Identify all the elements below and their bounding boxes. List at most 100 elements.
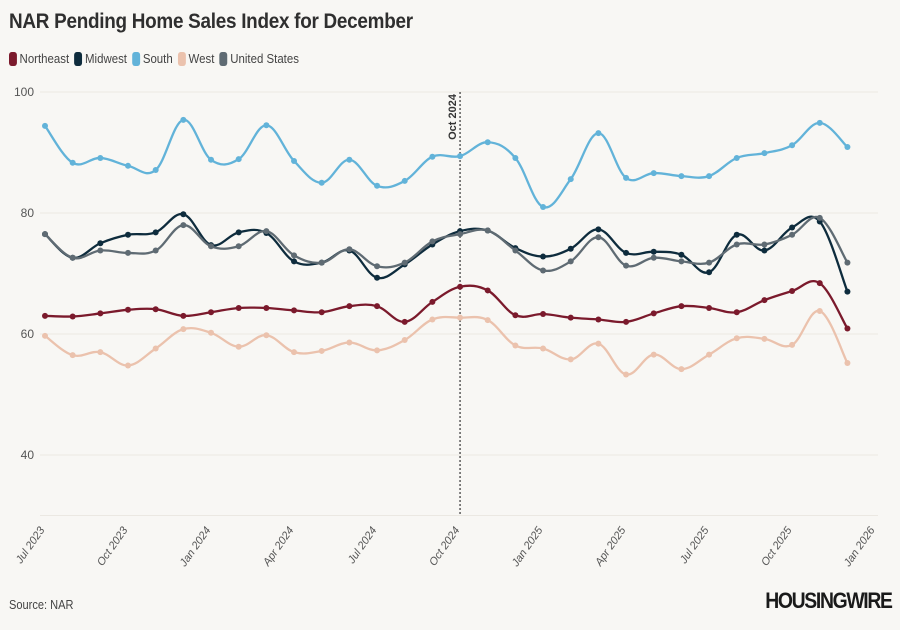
data-point: [816, 214, 823, 221]
legend-item-midwest[interactable]: Midwest: [74, 51, 127, 66]
legend-swatch: [9, 51, 17, 66]
data-point: [152, 306, 159, 313]
legend-item-west[interactable]: West: [178, 51, 214, 66]
data-point: [429, 316, 436, 323]
data-point: [678, 366, 685, 373]
data-point: [180, 116, 187, 123]
legend-swatch: [219, 51, 228, 66]
data-point: [457, 314, 464, 321]
data-point: [180, 222, 187, 229]
legend-item-northeast[interactable]: Northeast: [9, 51, 69, 66]
x-tick-label: Jul 2023: [13, 524, 48, 566]
data-point: [816, 280, 823, 287]
data-point: [208, 329, 215, 336]
data-point: [761, 150, 768, 157]
data-point: [567, 258, 574, 265]
data-point: [567, 176, 574, 183]
data-point: [761, 241, 768, 248]
x-tick-label: Jul 2024: [345, 525, 379, 567]
data-point: [512, 312, 519, 319]
data-point: [706, 351, 713, 358]
data-point: [180, 211, 187, 218]
data-point: [844, 259, 851, 266]
data-point: [401, 337, 408, 344]
data-point: [318, 309, 325, 316]
data-point: [374, 274, 381, 281]
y-tick-label: 80: [21, 206, 35, 220]
y-tick-label: 100: [14, 85, 34, 99]
data-point: [816, 119, 823, 126]
data-point: [678, 303, 685, 310]
data-point: [623, 318, 630, 325]
x-tick-label: Jul 2025: [677, 524, 712, 566]
data-point: [125, 306, 132, 313]
data-point: [512, 342, 519, 349]
data-point: [69, 159, 76, 166]
data-point: [706, 173, 713, 180]
legend-item-united-states[interactable]: United States: [219, 51, 299, 66]
data-point: [69, 313, 76, 320]
data-point: [650, 248, 657, 255]
data-point: [540, 345, 547, 352]
legend-swatch: [74, 51, 83, 66]
data-point: [208, 309, 215, 316]
data-point: [484, 317, 491, 324]
data-point: [374, 182, 381, 189]
data-point: [789, 341, 796, 348]
data-point: [291, 307, 298, 314]
chart-title: NAR Pending Home Sales Index for Decembe…: [9, 10, 413, 33]
data-point: [650, 254, 657, 261]
data-point: [346, 156, 353, 163]
data-point: [761, 247, 768, 254]
data-point: [789, 142, 796, 149]
data-point: [125, 362, 132, 369]
x-tick-label: Jan 2026: [841, 524, 878, 570]
data-point: [678, 258, 685, 265]
data-point: [291, 258, 298, 265]
series-west: [42, 308, 851, 378]
data-point: [512, 154, 519, 161]
data-point: [180, 326, 187, 333]
x-tick-label: Apr 2025: [593, 524, 630, 569]
data-point: [346, 303, 353, 310]
data-point: [567, 314, 574, 321]
data-point: [540, 311, 547, 318]
data-point: [844, 288, 851, 295]
data-point: [291, 157, 298, 164]
data-point: [374, 347, 381, 354]
legend-item-south[interactable]: South: [132, 51, 173, 66]
data-point: [401, 177, 408, 184]
data-point: [97, 240, 104, 247]
data-point: [623, 249, 630, 256]
data-point: [789, 231, 796, 238]
x-tick-label: Apr 2024: [260, 525, 296, 569]
data-point: [235, 156, 242, 163]
x-tick-label: Jan 2025: [509, 524, 546, 570]
data-point: [125, 249, 132, 256]
data-point: [733, 231, 740, 238]
y-tick-label: 40: [21, 448, 35, 462]
data-point: [457, 153, 464, 160]
data-point: [152, 229, 159, 236]
data-point: [235, 243, 242, 250]
data-point: [208, 243, 215, 250]
data-point: [595, 226, 602, 233]
data-point: [567, 356, 574, 363]
data-point: [733, 241, 740, 248]
data-point: [263, 228, 270, 235]
data-point: [318, 179, 325, 186]
data-point: [152, 345, 159, 352]
series-line: [44, 279, 849, 330]
data-point: [318, 259, 325, 266]
data-point: [844, 325, 851, 332]
data-point: [484, 139, 491, 146]
data-point: [152, 247, 159, 254]
data-point: [263, 304, 270, 311]
data-point: [844, 144, 851, 151]
legend-label: West: [188, 51, 215, 66]
data-point: [291, 349, 298, 356]
data-point: [706, 304, 713, 311]
data-point: [678, 173, 685, 180]
data-point: [484, 227, 491, 234]
